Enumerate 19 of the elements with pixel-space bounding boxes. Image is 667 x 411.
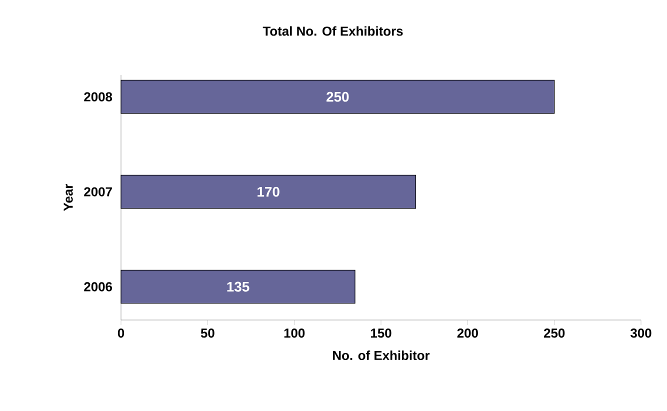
x-tick-label: 100 [284,328,305,338]
y-axis-title: Year [64,184,73,211]
data-label: 135 [227,282,250,292]
x-tick-label: 0 [118,328,124,338]
chart-title: Total No. Of Exhibitors [262,26,403,36]
bar [120,174,416,209]
x-tick-label: 150 [371,328,392,338]
x-tick-label: 50 [200,328,214,338]
x-tick-label: 200 [457,328,478,338]
bar [120,270,356,304]
x-tick-label: 300 [630,328,652,338]
y-tick-label: 2006 [84,282,112,292]
x-tick-label: 250 [544,328,565,338]
data-label: 170 [258,186,280,197]
bar [120,80,555,114]
data-label: 250 [326,92,349,102]
x-axis-title: No. of Exhibitor [333,350,430,360]
y-tick-label: 2007 [84,187,112,196]
y-tick-label: 2008 [84,92,112,102]
